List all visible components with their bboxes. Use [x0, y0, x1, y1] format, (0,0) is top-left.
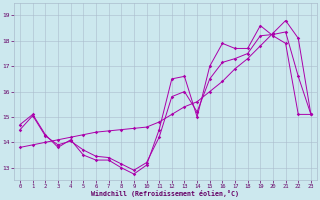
- X-axis label: Windchill (Refroidissement éolien,°C): Windchill (Refroidissement éolien,°C): [92, 190, 239, 197]
